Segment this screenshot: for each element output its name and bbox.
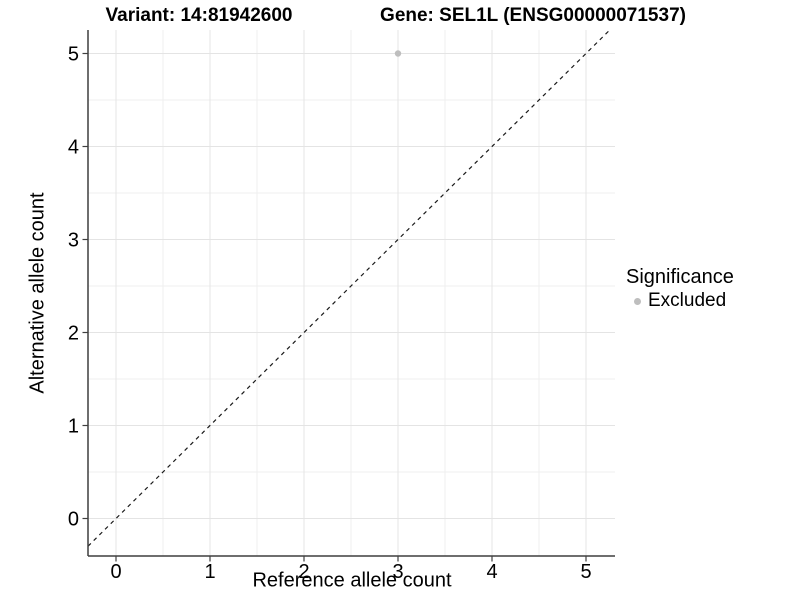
- y-tick-label: 4: [68, 137, 79, 159]
- legend-title: Significance: [626, 266, 734, 288]
- plot-title-variant: Variant: 14:81942600: [105, 5, 293, 26]
- legend-point-icon: [634, 297, 641, 305]
- x-tick-label: 0: [110, 561, 121, 583]
- x-axis-title: Reference allele count: [252, 569, 452, 592]
- legend-item-excluded: Excluded: [626, 290, 734, 312]
- y-tick-label: 3: [68, 230, 79, 252]
- data-point: [394, 50, 402, 57]
- x-tick-label: 4: [486, 561, 497, 583]
- x-tick-label: 3: [392, 561, 403, 583]
- identity-line: [87, 29, 611, 547]
- y-tick-label: 5: [68, 44, 79, 66]
- y-tick-label: 0: [68, 509, 79, 531]
- x-tick-label: 5: [580, 561, 591, 583]
- plot-title-gene: Gene: SEL1L (ENSG00000071537): [380, 5, 686, 26]
- x-tick-label: 1: [204, 561, 215, 583]
- legend-item-label: Excluded: [648, 290, 727, 311]
- x-tick-label: 2: [298, 561, 309, 583]
- y-tick-label: 1: [68, 416, 79, 438]
- legend: Significance Excluded: [626, 265, 734, 312]
- y-axis-title: Alternative allele count: [26, 192, 49, 394]
- y-tick-label: 2: [68, 323, 79, 345]
